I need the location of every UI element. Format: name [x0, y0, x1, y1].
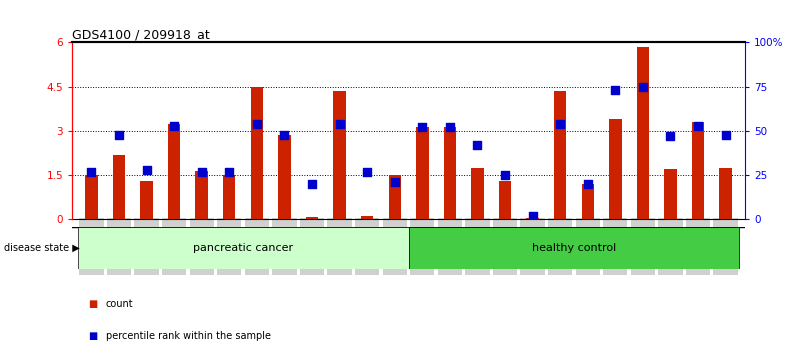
Bar	[692, 122, 704, 219]
Point	[444, 125, 457, 130]
Point	[251, 121, 264, 127]
Point	[113, 132, 126, 137]
Bar	[361, 216, 373, 219]
Point	[416, 125, 429, 130]
Text: disease state ▶: disease state ▶	[4, 243, 80, 253]
Bar	[664, 169, 677, 219]
Bar	[78, 227, 409, 269]
Bar	[582, 184, 594, 219]
Text: healthy control: healthy control	[532, 243, 616, 253]
Point	[195, 169, 208, 175]
Point	[553, 121, 566, 127]
Bar	[409, 227, 739, 269]
Bar	[444, 127, 456, 219]
Point	[498, 172, 511, 178]
Bar	[113, 155, 125, 219]
Bar	[609, 119, 622, 219]
Point	[85, 169, 98, 175]
Bar	[471, 168, 484, 219]
Point	[360, 169, 373, 175]
Point	[526, 213, 539, 219]
Bar	[416, 127, 429, 219]
Text: percentile rank within the sample: percentile rank within the sample	[106, 331, 271, 341]
Bar	[388, 175, 401, 219]
Bar	[251, 87, 263, 219]
Text: count: count	[106, 299, 133, 309]
Bar	[719, 168, 732, 219]
Bar	[278, 135, 291, 219]
Bar	[223, 175, 235, 219]
Bar	[306, 217, 318, 219]
Point	[223, 169, 235, 175]
Bar	[85, 175, 98, 219]
Bar	[195, 171, 208, 219]
Text: ■: ■	[88, 299, 98, 309]
Point	[637, 84, 650, 90]
Bar	[333, 91, 346, 219]
Point	[388, 179, 401, 185]
Point	[333, 121, 346, 127]
Point	[719, 132, 732, 137]
Point	[167, 123, 180, 129]
Text: pancreatic cancer: pancreatic cancer	[193, 243, 293, 253]
Bar	[499, 181, 511, 219]
Bar	[554, 91, 566, 219]
Bar	[526, 218, 539, 219]
Point	[664, 133, 677, 139]
Text: ■: ■	[88, 331, 98, 341]
Point	[140, 167, 153, 173]
Bar	[168, 124, 180, 219]
Point	[306, 181, 319, 187]
Point	[471, 142, 484, 148]
Text: GDS4100 / 209918_at: GDS4100 / 209918_at	[72, 28, 210, 41]
Point	[691, 123, 704, 129]
Point	[278, 132, 291, 137]
Bar	[637, 47, 649, 219]
Point	[582, 181, 594, 187]
Point	[609, 87, 622, 93]
Bar	[140, 181, 153, 219]
